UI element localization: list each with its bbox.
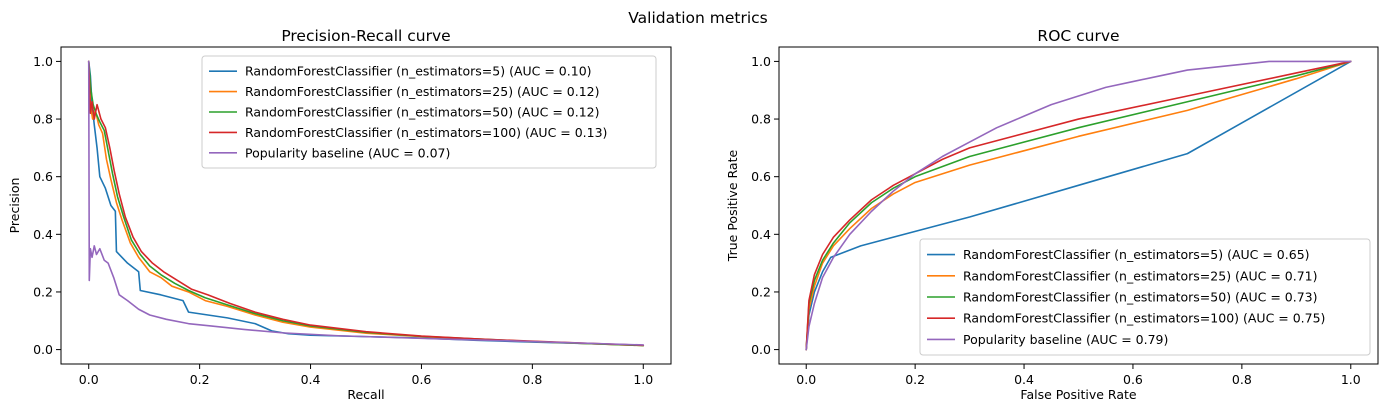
- roc-legend-entry-1: RandomForestClassifier (n_estimators=25)…: [963, 268, 1317, 283]
- roc-series-line-3: [805, 60, 1352, 351]
- roc-x-tick-label-0: 0.0: [796, 372, 816, 387]
- roc-x-tick-label-2: 0.4: [1014, 372, 1034, 387]
- pr-y-tick-label-2: 0.4: [33, 227, 53, 242]
- figure-suptitle: Validation metrics: [628, 9, 767, 27]
- pr-legend-box: [201, 55, 657, 169]
- roc-legend-box: [919, 238, 1371, 356]
- pr-legend-entry-3: RandomForestClassifier (n_estimators=100…: [245, 125, 607, 140]
- roc-series-line-4: [805, 60, 1352, 351]
- roc-legend-entry-2: RandomForestClassifier (n_estimators=50)…: [963, 290, 1317, 305]
- roc-legend-entry-3: RandomForestClassifier (n_estimators=100…: [963, 311, 1325, 326]
- roc-title: ROC curve: [1037, 27, 1119, 45]
- roc-y-tick-label-4: 0.8: [751, 112, 771, 127]
- pr-x-tick-label-1: 0.2: [190, 372, 210, 387]
- precision-recall-chart: Precision-Recall curve 0.0 0.2 0.4 0.6 0.8 1.0…: [7, 27, 672, 402]
- pr-y-tick-label-3: 0.6: [33, 169, 53, 184]
- pr-legend: RandomForestClassifier (n_estimators=5) …: [201, 55, 657, 169]
- roc-y-tick-label-0: 0.0: [751, 342, 771, 357]
- pr-legend-entry-1: RandomForestClassifier (n_estimators=25)…: [245, 84, 599, 99]
- pr-x-tick-label-5: 1.0: [633, 372, 653, 387]
- pr-x-axis-label: Recall: [347, 387, 384, 402]
- roc-legend-entry-4: Popularity baseline (AUC = 0.79): [963, 332, 1168, 347]
- pr-legend-entry-4: Popularity baseline (AUC = 0.07): [245, 145, 450, 160]
- roc-series-line-2: [805, 60, 1352, 351]
- pr-x-tick-label-3: 0.6: [412, 372, 432, 387]
- pr-y-tick-label-5: 1.0: [33, 54, 53, 69]
- roc-x-tick-label-3: 0.6: [1123, 372, 1143, 387]
- pr-x-tick-label-2: 0.4: [301, 372, 321, 387]
- pr-plot-frame: [60, 46, 672, 365]
- roc-chart: ROC curve 0.0 0.2 0.4 0.6 0.8 1.0 0.0 0.2 0.4 0.6 0…: [725, 27, 1379, 402]
- roc-plot-frame: [778, 46, 1379, 365]
- roc-legend-entry-0: RandomForestClassifier (n_estimators=5) …: [963, 247, 1310, 262]
- roc-x-axis-label: False Positive Rate: [1020, 387, 1136, 402]
- pr-series-line-3: [87, 60, 645, 347]
- roc-series-line-0: [805, 60, 1352, 351]
- pr-legend-entry-2: RandomForestClassifier (n_estimators=50)…: [245, 105, 599, 120]
- pr-y-axis-label: Precision: [7, 178, 22, 234]
- roc-x-tick-label-4: 0.8: [1232, 372, 1252, 387]
- pr-series-group: [87, 60, 645, 347]
- pr-y-tick-label-4: 0.8: [33, 112, 53, 127]
- pr-y-tick-label-0: 0.0: [33, 342, 53, 357]
- roc-y-tick-label-1: 0.2: [751, 284, 771, 299]
- roc-y-tick-label-2: 0.4: [751, 227, 771, 242]
- pr-title: Precision-Recall curve: [281, 27, 450, 45]
- roc-y-tick-label-5: 1.0: [751, 54, 771, 69]
- pr-y-tick-label-1: 0.2: [33, 284, 53, 299]
- roc-x-tick-label-5: 1.0: [1341, 372, 1361, 387]
- pr-x-tick-label-4: 0.8: [522, 372, 542, 387]
- roc-series-group: [805, 60, 1352, 351]
- roc-legend: RandomForestClassifier (n_estimators=5) …: [919, 238, 1371, 356]
- pr-x-tick-label-0: 0.0: [79, 372, 99, 387]
- roc-y-tick-label-3: 0.6: [751, 169, 771, 184]
- roc-x-tick-label-1: 0.2: [905, 372, 925, 387]
- roc-y-axis-label: True Positive Rate: [725, 150, 740, 263]
- pr-series-line-4: [87, 60, 645, 346]
- pr-legend-entry-0: RandomForestClassifier (n_estimators=5) …: [245, 64, 592, 79]
